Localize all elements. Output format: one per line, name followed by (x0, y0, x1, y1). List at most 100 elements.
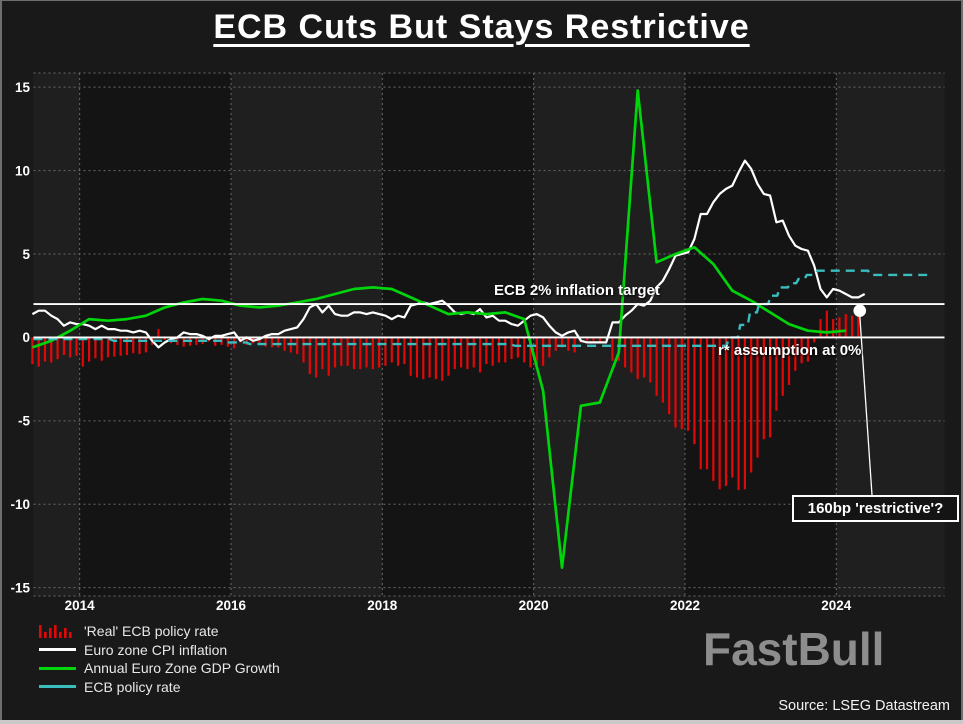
real-rate-bar (371, 337, 374, 370)
x-tick-label: 2018 (367, 598, 398, 613)
real-rate-bar (787, 337, 791, 385)
real-rate-bar (106, 337, 110, 358)
real-rate-bar (819, 319, 822, 338)
real-rate-bar (598, 337, 601, 342)
real-rate-bar (43, 337, 47, 362)
real-rate-bar (69, 337, 72, 358)
real-rate-bar (50, 337, 53, 363)
real-rate-bar (296, 337, 299, 355)
rstar-annotation: r* assumption at 0% (718, 342, 862, 359)
real-rate-bar (453, 337, 456, 370)
real-rate-bar (245, 337, 248, 345)
x-tick-label: 2016 (216, 598, 247, 613)
series-annual-euro-zone-gdp-growth (31, 89, 846, 569)
real-rate-bar (384, 337, 387, 366)
legend-label: 'Real' ECB policy rate (84, 623, 219, 640)
real-rate-bar (838, 317, 841, 338)
plot-band (230, 73, 383, 596)
real-rate-bar (264, 337, 267, 347)
real-rate-bar (62, 337, 65, 355)
real-rate-bar (346, 337, 349, 366)
real-rate-bar (302, 337, 305, 363)
y-tick-label: 10 (15, 163, 30, 178)
real-rate-bar (806, 337, 810, 362)
real-rate-bar (390, 337, 393, 363)
real-rate-bar (378, 337, 381, 368)
legend-line-icon (39, 648, 76, 652)
restrictive-callout-box: 160bp 'restrictive'? (792, 495, 959, 522)
real-rate-bar (668, 337, 671, 415)
real-rate-bar (655, 337, 658, 396)
real-rate-bar (182, 337, 185, 347)
real-rate-bar (649, 337, 652, 383)
real-rate-bar (680, 337, 683, 430)
real-rate-bar (441, 337, 444, 381)
window-edge-top (0, 0, 963, 1)
real-rate-bar (775, 337, 778, 411)
page-title: ECB Cuts But Stays Restrictive (213, 8, 750, 46)
chart-legend: 'Real' ECB policy rate Euro zone CPI infl… (39, 622, 280, 696)
real-rate-bar (768, 337, 772, 438)
real-rate-bar (693, 337, 696, 445)
real-rate-bar (674, 337, 677, 428)
real-rate-bar (308, 337, 311, 375)
real-rate-bar (422, 337, 425, 380)
real-rate-bar (321, 337, 324, 370)
real-rate-bar (163, 337, 166, 340)
real-rate-bar (352, 337, 356, 370)
real-rate-bar (497, 337, 501, 363)
y-tick-label: -10 (10, 497, 30, 512)
real-rate-bar (327, 337, 330, 376)
real-rate-bar (138, 337, 141, 355)
window-edge-bottom (0, 720, 963, 724)
legend-line-icon (39, 685, 76, 689)
real-rate-bar (113, 337, 116, 357)
real-rate-bar (756, 337, 759, 458)
real-rate-bar (844, 314, 847, 338)
real-rate-bar (661, 337, 665, 403)
real-rate-bar (176, 337, 179, 345)
real-rate-bar (762, 337, 765, 440)
real-rate-bar (548, 337, 551, 358)
real-rate-bar (529, 337, 532, 368)
real-rate-bar (403, 337, 406, 365)
window-edge-right (961, 0, 963, 724)
real-rate-bar (813, 337, 816, 343)
real-rate-bar (365, 337, 368, 368)
real-rate-bar (258, 337, 261, 345)
legend-row: Euro zone CPI inflation (39, 641, 280, 660)
real-rate-bar (743, 337, 746, 490)
plot-band (33, 73, 80, 596)
window-edge-left (0, 0, 2, 724)
x-tick-label: 2024 (821, 598, 852, 613)
real-rate-bar (724, 337, 728, 486)
real-rate-bar (567, 337, 570, 351)
real-rate-bar (523, 337, 526, 363)
real-rate-bar (491, 337, 494, 366)
real-rate-bar (75, 337, 78, 356)
legend-row: Annual Euro Zone GDP Growth (39, 659, 280, 678)
legend-label: Euro zone CPI inflation (84, 641, 228, 658)
real-rate-bar (794, 337, 797, 371)
real-rate-bar (586, 337, 589, 341)
real-rate-bar (825, 310, 828, 338)
real-rate-bar (611, 337, 614, 361)
series-ecb-policy-rate (33, 269, 928, 347)
real-rate-bar (56, 337, 59, 360)
inflation-target-annotation: ECB 2% inflation target (494, 282, 660, 299)
real-rate-bar (277, 337, 280, 348)
legend-line-icon (39, 666, 76, 670)
legend-label: Annual Euro Zone GDP Growth (84, 660, 280, 677)
real-rate-bar (750, 337, 753, 473)
real-rate-bar (466, 337, 469, 370)
real-rate-bar (415, 337, 419, 378)
real-rate-bar (270, 337, 274, 348)
series-euro-zone-cpi-inflation (31, 159, 866, 349)
real-rate-bar (560, 337, 564, 348)
plot-band (79, 73, 231, 596)
y-tick-label: 0 (22, 330, 30, 345)
real-rate-bar (88, 337, 91, 362)
real-rate-bar (857, 310, 860, 338)
real-rate-bar (283, 337, 286, 351)
real-rate-bar (409, 337, 412, 376)
